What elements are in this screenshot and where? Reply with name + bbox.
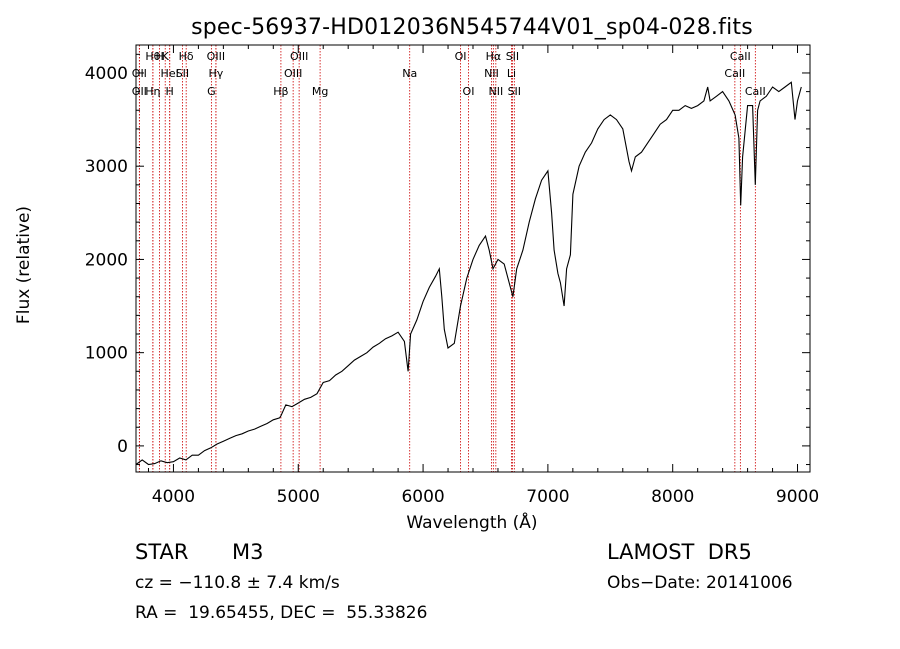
y-tick-label: 0	[117, 437, 128, 457]
line-marker-label: HeI	[161, 67, 179, 80]
line-marker-label: OI	[463, 85, 475, 98]
line-marker-label: K	[162, 50, 170, 63]
y-tick-label: 4000	[85, 64, 128, 84]
line-marker-label: Na	[402, 67, 417, 80]
object-class: STAR	[135, 540, 189, 564]
line-marker-label: H	[155, 50, 163, 63]
line-marker-label: OIII	[207, 50, 225, 63]
line-marker-label: CaII	[745, 85, 766, 98]
x-axis-ticks: 4000 5000 6000 7000 8000 9000	[147, 45, 819, 507]
line-marker-label: CaII	[730, 50, 751, 63]
line-marker-label: SII	[508, 85, 521, 98]
spectral-line-markers	[138, 45, 756, 472]
line-marker-label: NII	[484, 67, 499, 80]
survey-name: LAMOST DR5	[607, 540, 752, 564]
line-marker-label: NII	[488, 85, 503, 98]
x-tick-label: 6000	[401, 487, 444, 507]
line-marker-label: OII	[132, 67, 147, 80]
x-tick-label: 8000	[651, 487, 694, 507]
line-marker-label: Hη	[145, 85, 160, 98]
line-marker-label: OI	[455, 50, 467, 63]
line-marker-label: CaII	[724, 67, 745, 80]
x-tick-label: 4000	[152, 487, 195, 507]
x-tick-label: 9000	[776, 487, 819, 507]
line-marker-label: Mg	[312, 85, 328, 98]
line-marker-label: Hδ	[179, 50, 194, 63]
y-axis-ticks: 0 1000 2000 3000 4000	[85, 53, 810, 466]
spectrum-line	[135, 81, 802, 466]
line-marker-label: Li	[507, 67, 516, 80]
line-marker-label: SII	[506, 50, 519, 63]
y-tick-label: 1000	[85, 344, 128, 364]
line-marker-label: OIII	[290, 50, 308, 63]
chart-title: spec-56937-HD012036N545744V01_sp04-028.f…	[191, 15, 753, 40]
x-tick-label: 7000	[526, 487, 569, 507]
line-marker-label: SII	[176, 67, 189, 80]
line-marker-label: Hθ	[145, 50, 160, 63]
line-marker-label: H	[166, 85, 174, 98]
x-axis-label: Wavelength (Å)	[406, 511, 537, 533]
y-axis-label: Flux (relative)	[14, 206, 34, 324]
y-tick-label: 2000	[85, 250, 128, 270]
y-tick-label: 3000	[85, 157, 128, 177]
observation-date: Obs−Date: 20141006	[607, 573, 793, 593]
line-marker-label: Hα	[486, 50, 502, 63]
line-marker-label: Hγ	[208, 67, 223, 80]
line-marker-label: OIII	[284, 67, 302, 80]
redshift-velocity: cz = −110.8 ± 7.4 km/s	[135, 573, 340, 593]
x-tick-label: 5000	[277, 487, 320, 507]
line-marker-label: G	[207, 85, 216, 98]
line-marker-label: Hβ	[273, 85, 288, 98]
coordinates: RA = 19.65455, DEC = 55.33826	[135, 603, 428, 623]
object-subclass: M3	[232, 540, 264, 564]
